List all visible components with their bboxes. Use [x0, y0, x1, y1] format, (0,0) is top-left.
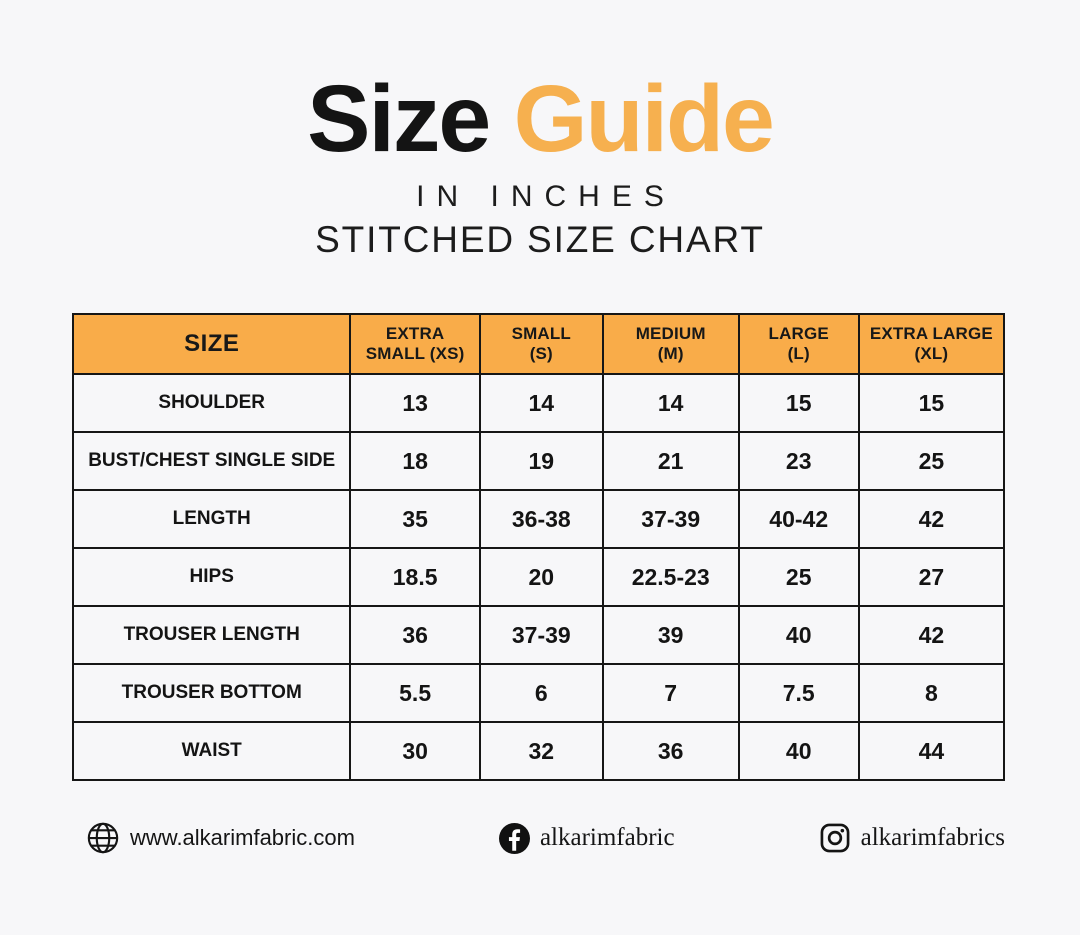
size-chart-table-wrap: SIZE EXTRA SMALL (XS) SMALL (S) MEDIUM (M) LARG…	[71, 313, 1006, 781]
value-cell: 21	[601, 431, 740, 491]
value-cell: 42	[857, 605, 1006, 665]
value-cell: 7.5	[737, 663, 860, 723]
globe-icon	[86, 821, 120, 855]
table-row: BUST/CHEST SINGLE SIDE 18 19 21 23 25	[71, 431, 1006, 491]
value-cell: 27	[857, 547, 1006, 607]
value-cell: 30	[349, 721, 481, 781]
value-cell: 15	[737, 373, 860, 433]
value-cell: 20	[478, 547, 604, 607]
column-header: LARGE (L)	[737, 313, 860, 375]
value-cell: 18.5	[349, 547, 481, 607]
header-row: SIZE EXTRA SMALL (XS) SMALL (S) MEDIUM (M) LARG…	[71, 313, 1006, 375]
measurement-label-cell: LENGTH	[71, 489, 352, 549]
column-header-size: SIZE	[71, 313, 352, 375]
facebook-handle: alkarimfabric	[539, 824, 675, 851]
value-cell: 15	[857, 373, 1006, 433]
website-url: www.alkarimfabric.com	[130, 825, 355, 850]
instagram-icon	[819, 822, 851, 854]
value-cell: 40-42	[737, 489, 860, 549]
value-cell: 23	[737, 431, 860, 491]
value-cell: 19	[478, 431, 604, 491]
value-cell: 40	[737, 605, 860, 665]
value-cell: 42	[857, 489, 1006, 549]
measurement-label-cell: TROUSER LENGTH	[71, 605, 352, 665]
size-table: SIZE EXTRA SMALL (XS) SMALL (S) MEDIUM (M) LARG…	[71, 313, 1006, 781]
table-row: TROUSER LENGTH 36 37-39 39 40 42	[71, 605, 1006, 665]
column-header: SMALL (S)	[478, 313, 604, 375]
table-row: LENGTH 35 36-38 37-39 40-42 42	[71, 489, 1006, 549]
table-row: HIPS 18.5 20 22.5-23 25 27	[71, 547, 1006, 607]
value-cell: 36-38	[478, 489, 604, 549]
value-cell: 8	[857, 663, 1006, 723]
value-cell: 6	[478, 663, 604, 723]
value-cell: 18	[349, 431, 481, 491]
column-header: EXTRA SMALL (XS)	[349, 313, 481, 375]
title-block: Size Guide IN INCHES STITCHED SIZE CHART	[0, 72, 1080, 261]
value-cell: 35	[349, 489, 481, 549]
value-cell: 14	[478, 373, 604, 433]
value-cell: 39	[601, 605, 740, 665]
value-cell: 32	[478, 721, 604, 781]
value-cell: 25	[857, 431, 1006, 491]
instagram-handle: alkarimfabrics	[860, 824, 1005, 851]
measurement-label-cell: WAIST	[71, 721, 352, 781]
facebook-icon	[498, 822, 530, 854]
value-cell: 40	[737, 721, 860, 781]
value-cell: 37-39	[601, 489, 740, 549]
footer-website: www.alkarimfabric.com	[86, 821, 355, 855]
column-header: MEDIUM (M)	[601, 313, 740, 375]
table-row: WAIST 30 32 36 40 44	[71, 721, 1006, 781]
value-cell: 5.5	[349, 663, 481, 723]
value-cell: 22.5-23	[601, 547, 740, 607]
value-cell: 36	[349, 605, 481, 665]
measurement-label-cell: BUST/CHEST SINGLE SIDE	[71, 431, 352, 491]
value-cell: 7	[601, 663, 740, 723]
title-word-guide: Guide	[513, 66, 775, 172]
value-cell: 13	[349, 373, 481, 433]
value-cell: 44	[857, 721, 1006, 781]
value-cell: 25	[737, 547, 860, 607]
value-cell: 36	[601, 721, 740, 781]
value-cell: 14	[601, 373, 740, 433]
measurement-label-cell: TROUSER BOTTOM	[71, 663, 352, 723]
table-row: SHOULDER 13 14 14 15 15	[71, 373, 1006, 433]
table-row: TROUSER BOTTOM 5.5 6 7 7.5 8	[71, 663, 1006, 723]
size-table-body: SHOULDER 13 14 14 15 15 BUST/CHEST SINGLE SIDE…	[71, 373, 1006, 781]
column-header: EXTRA LARGE (XL)	[857, 313, 1006, 375]
size-table-header: SIZE EXTRA SMALL (XS) SMALL (S) MEDIUM (M) LARG…	[71, 313, 1006, 375]
subtitle-stitched-size-chart: STITCHED SIZE CHART	[315, 219, 765, 260]
measurement-label-cell: HIPS	[71, 547, 352, 607]
page-title: Size Guide	[0, 72, 1080, 167]
footer-instagram: alkarimfabrics	[819, 822, 1005, 854]
value-cell: 37-39	[478, 605, 604, 665]
measurement-label-cell: SHOULDER	[71, 373, 352, 433]
footer-facebook: alkarimfabric	[498, 822, 675, 854]
subtitle-in-inches: IN INCHES	[416, 180, 676, 213]
footer: www.alkarimfabric.com alkarimfabric alka…	[72, 812, 1005, 864]
title-word-size: Size	[307, 66, 491, 172]
